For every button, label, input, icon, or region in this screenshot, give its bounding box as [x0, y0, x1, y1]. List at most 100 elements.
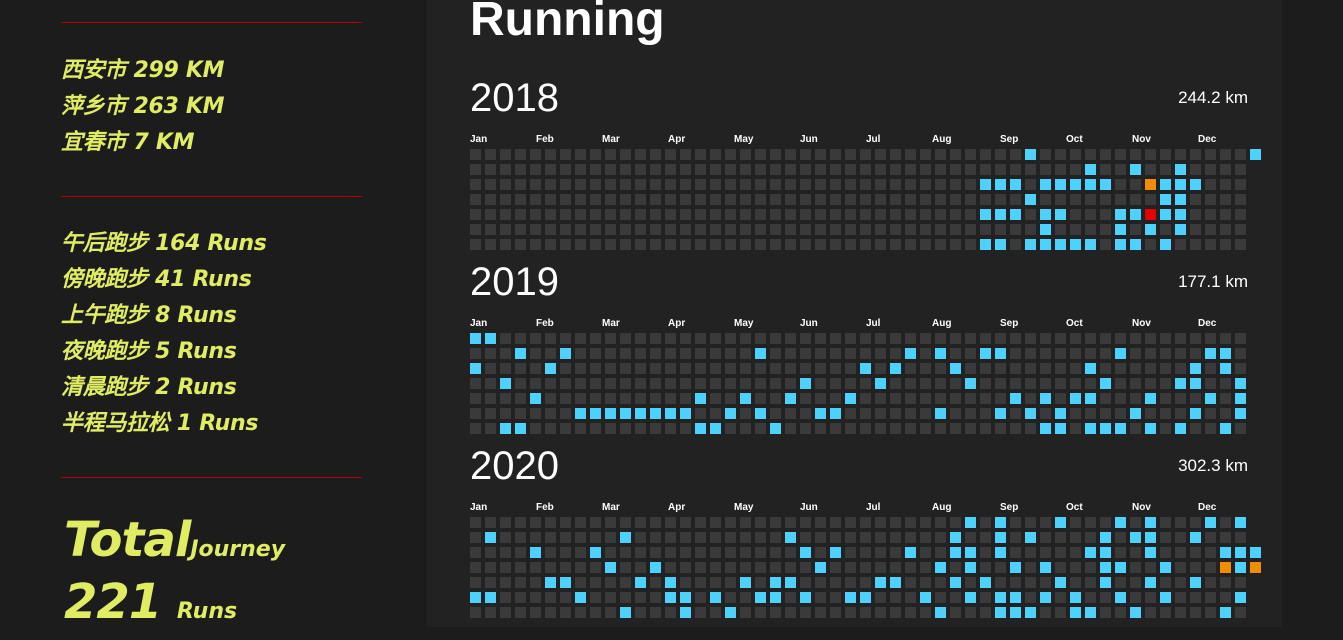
day-cell-empty[interactable]	[560, 239, 571, 250]
day-cell-empty[interactable]	[1175, 517, 1186, 528]
day-cell-run[interactable]	[1190, 408, 1201, 419]
day-cell-empty[interactable]	[875, 547, 886, 558]
day-cell-empty[interactable]	[1085, 194, 1096, 205]
day-cell-empty[interactable]	[770, 562, 781, 573]
day-cell-empty[interactable]	[1190, 547, 1201, 558]
day-cell-run[interactable]	[1100, 562, 1111, 573]
day-cell-empty[interactable]	[575, 378, 586, 389]
day-cell-run[interactable]	[1235, 393, 1246, 404]
day-cell-empty[interactable]	[920, 348, 931, 359]
day-cell-empty[interactable]	[560, 532, 571, 543]
day-cell-empty[interactable]	[1235, 179, 1246, 190]
day-cell-empty[interactable]	[755, 577, 766, 588]
day-cell-run[interactable]	[995, 607, 1006, 618]
day-cell-empty[interactable]	[815, 179, 826, 190]
day-cell-run[interactable]	[1025, 408, 1036, 419]
day-cell-empty[interactable]	[980, 607, 991, 618]
day-cell-empty[interactable]	[650, 149, 661, 160]
day-cell-run[interactable]	[995, 532, 1006, 543]
day-cell-run[interactable]	[1085, 393, 1096, 404]
day-cell-empty[interactable]	[890, 164, 901, 175]
day-cell-empty[interactable]	[830, 179, 841, 190]
day-cell-empty[interactable]	[740, 363, 751, 374]
day-cell-empty[interactable]	[575, 194, 586, 205]
day-cell-empty[interactable]	[965, 348, 976, 359]
day-cell-empty[interactable]	[470, 577, 481, 588]
day-cell-empty[interactable]	[620, 363, 631, 374]
day-cell-empty[interactable]	[980, 393, 991, 404]
day-cell-empty[interactable]	[545, 179, 556, 190]
day-cell-empty[interactable]	[635, 592, 646, 603]
day-cell-empty[interactable]	[905, 149, 916, 160]
day-cell-empty[interactable]	[920, 408, 931, 419]
day-cell-run[interactable]	[1070, 179, 1081, 190]
day-cell-empty[interactable]	[665, 348, 676, 359]
day-cell-empty[interactable]	[1175, 239, 1186, 250]
day-cell-empty[interactable]	[815, 378, 826, 389]
day-cell-empty[interactable]	[815, 363, 826, 374]
day-cell-empty[interactable]	[500, 164, 511, 175]
day-cell-empty[interactable]	[920, 333, 931, 344]
day-cell-empty[interactable]	[590, 239, 601, 250]
day-cell-empty[interactable]	[800, 607, 811, 618]
day-cell-empty[interactable]	[845, 164, 856, 175]
day-cell-empty[interactable]	[605, 363, 616, 374]
day-cell-empty[interactable]	[485, 393, 496, 404]
day-cell-empty[interactable]	[485, 577, 496, 588]
day-cell-empty[interactable]	[590, 363, 601, 374]
day-cell-empty[interactable]	[575, 224, 586, 235]
day-cell-empty[interactable]	[500, 607, 511, 618]
day-cell-run[interactable]	[980, 239, 991, 250]
day-cell-empty[interactable]	[500, 408, 511, 419]
day-cell-empty[interactable]	[1115, 164, 1126, 175]
day-cell-empty[interactable]	[1025, 179, 1036, 190]
day-cell-empty[interactable]	[1010, 239, 1021, 250]
day-cell-run[interactable]	[575, 408, 586, 419]
day-cell-empty[interactable]	[680, 224, 691, 235]
day-cell-empty[interactable]	[635, 179, 646, 190]
day-cell-run[interactable]	[1175, 378, 1186, 389]
day-cell-empty[interactable]	[800, 423, 811, 434]
day-cell-empty[interactable]	[935, 149, 946, 160]
day-cell-run[interactable]	[1055, 577, 1066, 588]
day-cell-empty[interactable]	[815, 532, 826, 543]
day-cell-empty[interactable]	[680, 423, 691, 434]
day-cell-empty[interactable]	[725, 348, 736, 359]
day-cell-empty[interactable]	[950, 378, 961, 389]
day-cell-empty[interactable]	[905, 239, 916, 250]
day-cell-run[interactable]	[635, 577, 646, 588]
day-cell-empty[interactable]	[1130, 194, 1141, 205]
day-cell-empty[interactable]	[1115, 149, 1126, 160]
day-cell-empty[interactable]	[1205, 532, 1216, 543]
day-cell-empty[interactable]	[815, 577, 826, 588]
day-cell-empty[interactable]	[485, 194, 496, 205]
day-cell-empty[interactable]	[470, 562, 481, 573]
day-cell-empty[interactable]	[500, 194, 511, 205]
day-cell-run[interactable]	[1010, 179, 1021, 190]
day-cell-empty[interactable]	[755, 239, 766, 250]
day-cell-run[interactable]	[1040, 224, 1051, 235]
day-cell-empty[interactable]	[530, 348, 541, 359]
day-cell-empty[interactable]	[965, 577, 976, 588]
day-cell-empty[interactable]	[1010, 194, 1021, 205]
day-cell-empty[interactable]	[1040, 577, 1051, 588]
day-cell-empty[interactable]	[470, 547, 481, 558]
day-cell-empty[interactable]	[725, 333, 736, 344]
day-cell-empty[interactable]	[1205, 209, 1216, 220]
day-cell-empty[interactable]	[680, 194, 691, 205]
day-cell-empty[interactable]	[740, 209, 751, 220]
day-cell-empty[interactable]	[530, 423, 541, 434]
day-cell-empty[interactable]	[920, 224, 931, 235]
day-cell-empty[interactable]	[560, 149, 571, 160]
day-cell-run[interactable]	[1145, 547, 1156, 558]
day-cell-empty[interactable]	[620, 592, 631, 603]
day-cell-empty[interactable]	[1205, 333, 1216, 344]
day-cell-empty[interactable]	[1070, 363, 1081, 374]
day-cell-run[interactable]	[800, 378, 811, 389]
day-cell-empty[interactable]	[1190, 562, 1201, 573]
day-cell-empty[interactable]	[545, 532, 556, 543]
day-cell-empty[interactable]	[1130, 547, 1141, 558]
day-cell-empty[interactable]	[710, 224, 721, 235]
day-cell-empty[interactable]	[1010, 532, 1021, 543]
day-cell-empty[interactable]	[845, 532, 856, 543]
